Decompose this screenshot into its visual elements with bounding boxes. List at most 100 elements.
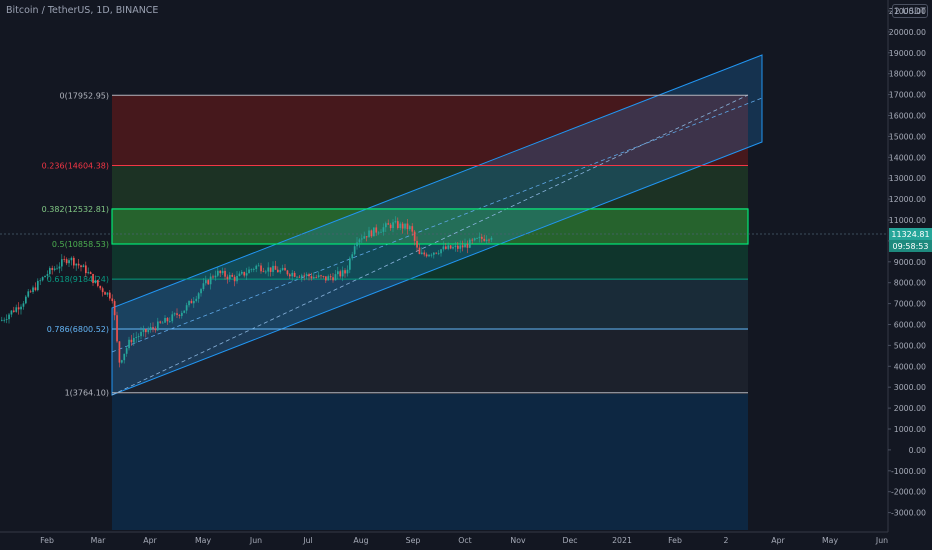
candle-body	[185, 305, 188, 311]
candle-body	[349, 258, 351, 270]
candle-body	[454, 245, 457, 248]
price-candles[interactable]	[1, 216, 493, 368]
candle-body	[404, 223, 406, 229]
price-tick-label: 2000.00	[894, 404, 926, 413]
candle-body	[421, 252, 423, 255]
candle-body	[387, 223, 390, 225]
candle-body	[61, 259, 63, 267]
candle-body	[51, 268, 54, 270]
candle-body	[380, 231, 382, 233]
candle-body	[301, 275, 303, 278]
candle-body	[229, 274, 231, 280]
candle-body	[3, 319, 6, 321]
fib-zone-0382-05	[112, 209, 748, 244]
candle-body	[46, 274, 49, 276]
countdown-badge: 09:58:53	[889, 240, 932, 252]
candle-body	[428, 254, 430, 257]
price-tick-label: -1000.00	[891, 467, 926, 476]
candle-body	[118, 341, 121, 363]
candle-body	[27, 291, 30, 297]
highlight-zone-0382-05[interactable]	[111, 208, 749, 245]
time-tick-label: Oct	[458, 536, 471, 545]
candle-body	[241, 271, 243, 274]
candle-body	[305, 274, 308, 276]
candle-body	[375, 227, 378, 233]
time-tick-label: Aug	[353, 536, 368, 545]
fib-level-label: 0.236(14604.38)	[42, 161, 109, 170]
price-tick-label: 21000.00	[889, 7, 926, 16]
time-tick-label: Dec	[562, 536, 577, 545]
channel-trendline	[111, 94, 749, 396]
candle-body	[473, 238, 476, 241]
candle-body	[212, 276, 214, 278]
price-tick-label: 14000.00	[889, 153, 926, 162]
candle-body	[464, 243, 466, 248]
price-tick-label: 9000.00	[894, 258, 926, 267]
candle-body	[80, 265, 82, 268]
candle-body	[190, 300, 193, 304]
candle-body	[231, 274, 234, 277]
candle-body	[128, 339, 130, 349]
currency-unit-badge[interactable]: 2 USDT	[892, 4, 928, 18]
candle-body	[363, 236, 366, 239]
countdown-text: 09:58:53	[893, 242, 929, 251]
fib-level-label: 0.5(10858.53)	[52, 240, 109, 249]
last-price-badge: 11324.81	[889, 228, 932, 240]
candle-body	[416, 240, 418, 248]
price-tick-label: 1000.00	[894, 425, 926, 434]
symbol-title: Bitcoin / TetherUS, 1D, BINANCE	[6, 5, 159, 16]
candle-body	[461, 245, 464, 248]
candle-body	[178, 314, 181, 316]
candle-body	[418, 247, 421, 255]
candle-body	[202, 283, 205, 290]
candle-body	[89, 272, 92, 274]
candle-body	[368, 230, 370, 238]
candle-body	[171, 314, 174, 322]
time-tick-label: Feb	[40, 536, 54, 545]
candle-body	[125, 348, 128, 354]
candle-body	[29, 291, 32, 293]
candle-body	[97, 280, 99, 286]
candle-body	[87, 272, 90, 274]
candle-body	[308, 274, 310, 277]
candle-body	[113, 301, 116, 316]
candle-body	[277, 269, 279, 273]
candle-body	[401, 223, 404, 229]
candle-body	[109, 292, 111, 299]
candle-body	[75, 263, 78, 266]
last-price-text: 11324.81	[891, 230, 929, 239]
candle-body	[161, 322, 164, 324]
candle-body	[17, 307, 20, 310]
candle-body	[85, 265, 87, 274]
fib-level-label: 0.618(9184.24)	[47, 275, 109, 284]
candle-body	[476, 238, 478, 239]
candle-body	[469, 239, 471, 248]
candle-body	[296, 276, 298, 278]
candle-body	[147, 329, 150, 333]
candle-body	[183, 310, 186, 313]
candle-body	[440, 249, 442, 254]
candle-body	[49, 268, 51, 275]
candle-body	[317, 275, 320, 278]
candle-body	[353, 246, 356, 255]
candle-body	[248, 269, 250, 274]
candle-body	[485, 239, 488, 241]
candle-body	[193, 301, 195, 304]
candle-body	[329, 276, 332, 278]
candle-body	[197, 293, 200, 299]
candle-body	[63, 259, 66, 260]
candle-body	[13, 310, 15, 312]
candle-body	[133, 337, 135, 343]
fib-level-label: 1(3764.10)	[65, 389, 109, 398]
candle-body	[339, 271, 342, 277]
time-tick-label: Jun	[249, 536, 262, 545]
candle-body	[68, 260, 70, 264]
candle-body	[188, 300, 190, 306]
fib-zone-0236-0382	[112, 165, 748, 209]
candle-body	[205, 280, 207, 284]
candle-body	[334, 274, 337, 281]
price-tick-label: -2000.00	[891, 488, 926, 497]
price-tick-label: 11000.00	[889, 216, 926, 225]
candle-body	[394, 221, 397, 223]
